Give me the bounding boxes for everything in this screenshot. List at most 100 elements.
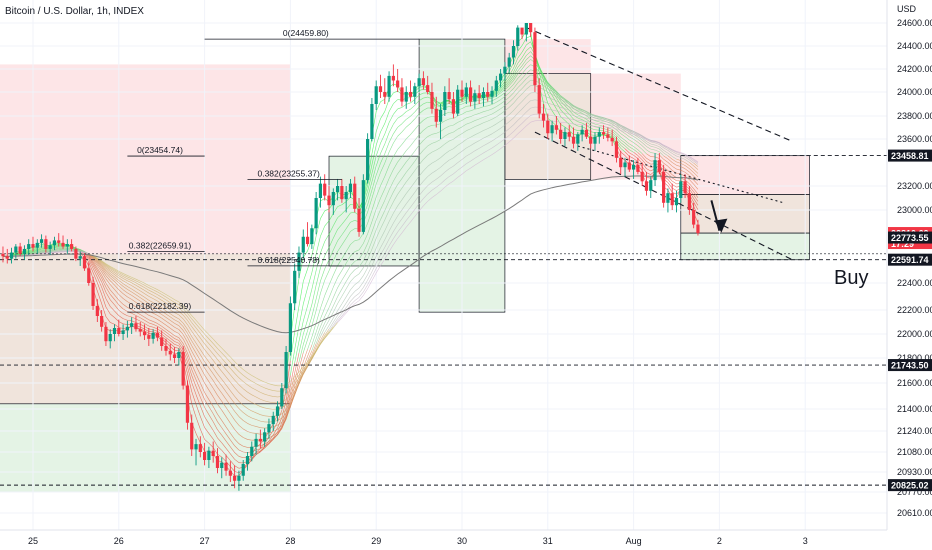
ribbon-segment [118, 282, 124, 287]
ribbon-segment [285, 402, 291, 410]
ribbon-segment [637, 136, 643, 141]
ribbon-segment [491, 130, 497, 135]
candle [644, 171, 649, 196]
ribbon-segment [577, 121, 583, 124]
ribbon-segment [247, 431, 252, 434]
ribbon-segment [436, 175, 441, 180]
ribbon-segment [345, 265, 351, 274]
ribbon-segment [118, 315, 124, 319]
ribbon-segment [234, 373, 240, 378]
ribbon-segment [371, 165, 377, 182]
ribbon-segment [320, 210, 325, 219]
ribbon-segment [315, 293, 321, 311]
ribbon-segment [114, 274, 119, 279]
ribbon-segment [393, 136, 398, 144]
ribbon-segment [517, 73, 523, 79]
ribbon-segment [672, 156, 677, 160]
ribbon-segment [560, 102, 566, 106]
ribbon-segment [118, 289, 124, 294]
ribbon-segment [556, 91, 561, 96]
candle [550, 120, 554, 142]
ribbon-segment [110, 273, 115, 278]
ribbon-segment [101, 269, 107, 276]
ribbon-segment [345, 255, 351, 264]
ribbon-segment [114, 310, 120, 316]
ribbon-segment [174, 326, 179, 330]
ribbon-segment [337, 213, 343, 218]
candle-body [228, 470, 232, 476]
ribbon-segment [500, 83, 506, 89]
candle [464, 82, 468, 104]
ribbon-segment [118, 327, 124, 329]
ribbon-segment [260, 443, 265, 446]
candle [438, 104, 443, 139]
ribbon-segment [260, 392, 265, 395]
ribbon-segment [221, 385, 227, 392]
ribbon-segment [487, 118, 493, 122]
ribbon-segment [620, 125, 626, 128]
candle-body [460, 89, 464, 97]
ribbon-segment [556, 117, 561, 125]
ribbon-segment [663, 145, 669, 148]
ribbon-segment [200, 325, 205, 331]
ribbon-segment [444, 150, 450, 155]
ribbon-segment [118, 309, 124, 314]
ribbon-segment [37, 251, 42, 253]
candle [451, 92, 456, 119]
ribbon-segment [165, 342, 171, 347]
ribbon-segment [105, 316, 111, 323]
ribbon-segment [371, 131, 377, 154]
ribbon-segment [680, 160, 686, 163]
ribbon-segment [590, 116, 596, 119]
ribbon-segment [285, 385, 291, 390]
ribbon-segment [212, 388, 218, 396]
candle [434, 96, 438, 128]
ribbon-segment [693, 191, 699, 198]
ribbon-segment [599, 129, 604, 132]
ribbon-segment [195, 337, 201, 344]
candle [104, 322, 108, 346]
ribbon-segment [526, 100, 531, 105]
ribbon-segment [543, 102, 549, 119]
ribbon-segment [401, 220, 407, 227]
ribbon-segment [401, 126, 407, 133]
candle [314, 192, 318, 235]
ribbon-segment [148, 319, 154, 322]
ribbon-segment [637, 155, 643, 161]
ribbon-segment [629, 143, 634, 147]
ribbon-segment [165, 296, 171, 300]
ribbon-segment [221, 435, 227, 442]
ribbon-segment [607, 131, 613, 134]
ribbon-segment [410, 192, 416, 199]
y-tick-label: 24000.00 [897, 87, 932, 97]
ribbon-segment [260, 385, 265, 389]
ribbon-segment [161, 303, 167, 308]
ribbon-segment [307, 357, 313, 364]
candle [541, 104, 546, 128]
ribbon-segment [423, 96, 428, 99]
ribbon-segment [178, 301, 184, 306]
ribbon-segment [148, 328, 154, 331]
ribbon-segment [182, 314, 188, 321]
ribbon-segment [260, 406, 265, 409]
ribbon-segment [418, 109, 424, 115]
ribbon-segment [285, 404, 291, 414]
ribbon-segment [449, 138, 454, 142]
ribbon-segment [367, 198, 373, 213]
ribbon-segment [345, 296, 351, 304]
candle-body [190, 422, 194, 450]
candle [155, 326, 160, 342]
ribbon-segment [182, 311, 188, 317]
ribbon-segment [560, 111, 566, 114]
ribbon-segment [483, 128, 488, 131]
ribbon-segment [663, 150, 669, 154]
ribbon-segment [161, 296, 167, 301]
candle-body [348, 183, 353, 192]
ribbon-segment [307, 304, 313, 320]
candle [357, 198, 361, 237]
ribbon-segment [672, 149, 677, 153]
ribbon-segment [303, 250, 308, 258]
ribbon-segment [337, 288, 343, 297]
ribbon-segment [612, 121, 617, 124]
